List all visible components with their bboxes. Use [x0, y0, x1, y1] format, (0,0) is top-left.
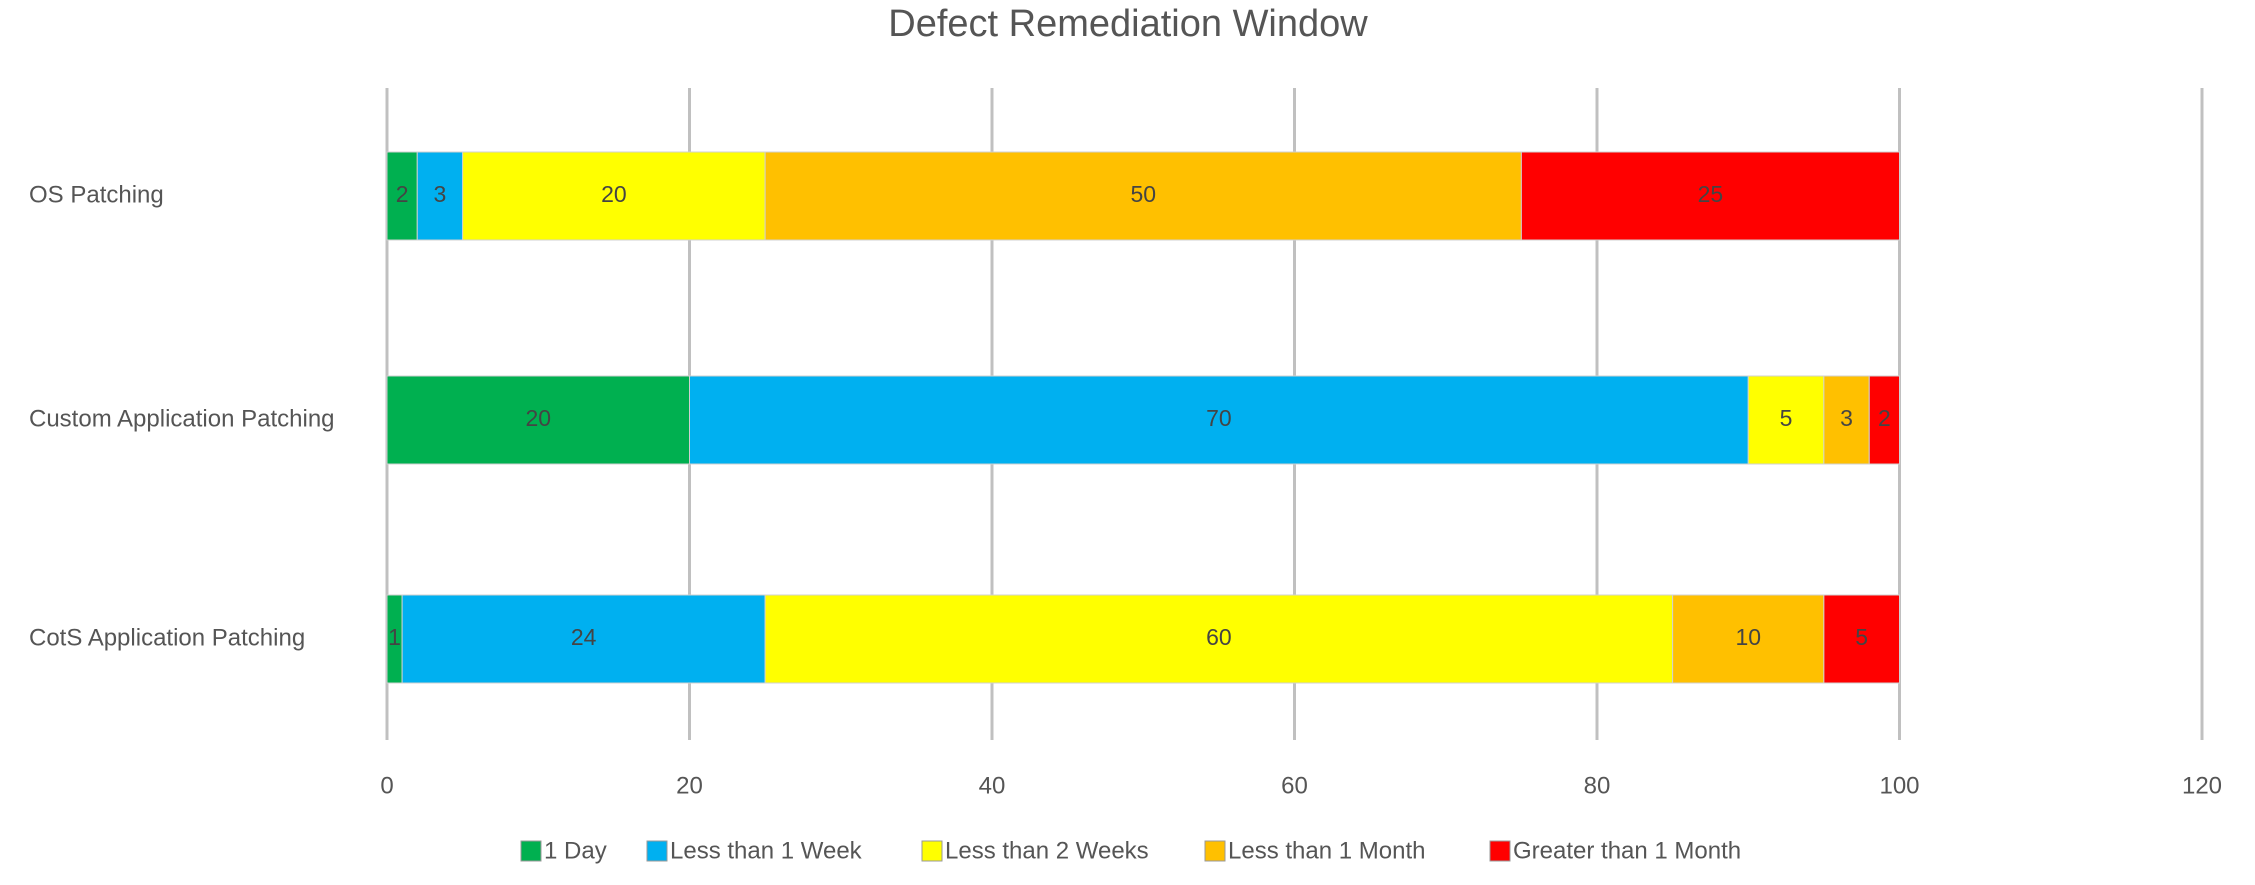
data-label: 1: [388, 624, 401, 650]
x-tick-label: 120: [2182, 772, 2222, 799]
legend-label: Less than 1 Week: [670, 837, 863, 864]
data-label: 2: [1878, 405, 1891, 431]
bar-segment: [1520, 151, 1900, 241]
data-label: 24: [571, 624, 597, 650]
legend-swatch: [921, 840, 943, 862]
data-label: 20: [525, 405, 551, 431]
x-tick-label: 20: [676, 772, 703, 799]
y-tick-label: CotS Application Patching: [29, 624, 305, 651]
data-label: 60: [1206, 624, 1232, 650]
x-tick-label: 40: [979, 772, 1006, 799]
bar-segment: [689, 375, 1749, 465]
legend-label: Greater than 1 Month: [1513, 837, 1741, 864]
data-label: 20: [601, 181, 627, 207]
data-label: 70: [1206, 405, 1232, 431]
x-tick-label: 0: [380, 772, 393, 799]
bar-segment: [401, 594, 766, 684]
data-label: 5: [1780, 405, 1793, 431]
bar-segment: [764, 594, 1674, 684]
legend-swatch: [520, 840, 542, 862]
chart-title: Defect Remediation Window: [888, 3, 1368, 45]
bar-segment: [1823, 375, 1870, 465]
legend-swatch: [1489, 840, 1511, 862]
data-label: 2: [396, 181, 409, 207]
legend-label: Less than 1 Month: [1228, 837, 1425, 864]
bar-segment: [1868, 375, 1900, 465]
data-label: 3: [434, 181, 447, 207]
data-label: 5: [1855, 624, 1868, 650]
y-tick-label: Custom Application Patching: [29, 405, 335, 432]
bar-segment: [462, 151, 766, 241]
bar-segment: [386, 375, 690, 465]
bar-segment: [416, 151, 464, 241]
legend-label: Less than 2 Weeks: [945, 837, 1149, 864]
y-tick-label: OS Patching: [29, 181, 164, 208]
legend-label: 1 Day: [544, 837, 607, 864]
data-label: 3: [1840, 405, 1853, 431]
x-tick-label: 100: [1879, 772, 1919, 799]
legend-swatch: [646, 840, 668, 862]
x-tick-label: 60: [1281, 772, 1308, 799]
bar-segment: [386, 151, 418, 241]
legend-swatch: [1204, 840, 1226, 862]
bar-segment: [1672, 594, 1825, 684]
bar-segment: [1823, 594, 1900, 684]
data-label: 25: [1698, 181, 1724, 207]
data-label: 50: [1130, 181, 1156, 207]
x-tick-label: 80: [1584, 772, 1611, 799]
data-label: 10: [1735, 624, 1761, 650]
bar-segment: [764, 151, 1522, 241]
